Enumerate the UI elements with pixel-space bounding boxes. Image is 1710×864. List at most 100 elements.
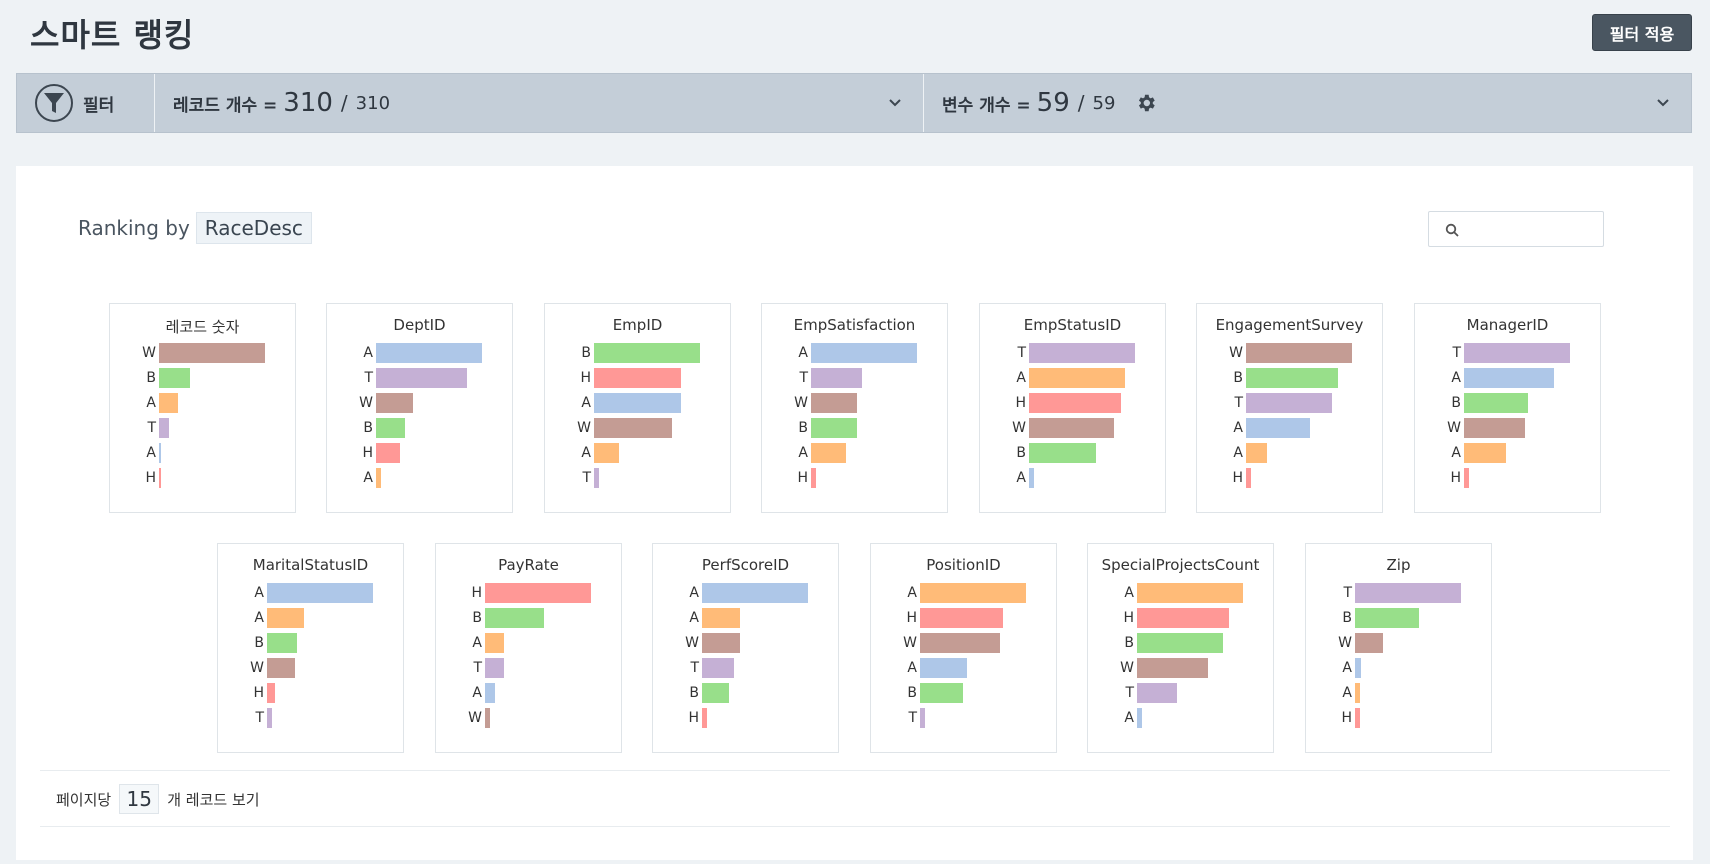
- ranking-card[interactable]: PositionID A H W A B T: [870, 543, 1057, 753]
- bar-label: B: [1233, 370, 1243, 386]
- ranking-card[interactable]: EmpSatisfaction A T W B A H: [761, 303, 948, 513]
- search-input[interactable]: [1428, 211, 1604, 247]
- bar: [485, 608, 544, 628]
- gear-icon[interactable]: [1135, 92, 1157, 114]
- bar-row: A: [110, 392, 295, 414]
- card-title: Zip: [1386, 556, 1411, 574]
- bar-row: A: [436, 682, 621, 704]
- bar: [1029, 368, 1125, 388]
- chevron-down-icon[interactable]: [1655, 94, 1671, 114]
- bar-row: H: [1088, 607, 1273, 629]
- ranking-header: Ranking by RaceDesc: [78, 212, 312, 244]
- bar-row: T: [545, 467, 730, 489]
- ranking-card[interactable]: PerfScoreID A A W T B H: [652, 543, 839, 753]
- bar: [811, 343, 917, 363]
- bar: [1355, 583, 1461, 603]
- bar-label: T: [473, 660, 482, 676]
- bar-label: T: [1125, 685, 1134, 701]
- bar-row: A: [653, 582, 838, 604]
- bar-label: A: [798, 345, 808, 361]
- bar-row: A: [1197, 417, 1382, 439]
- bar-row: H: [436, 582, 621, 604]
- ranking-card[interactable]: DeptID A T W B H A: [326, 303, 513, 513]
- ranking-variable[interactable]: RaceDesc: [195, 212, 312, 244]
- card-title: PositionID: [926, 556, 1001, 574]
- bar: [1464, 418, 1525, 438]
- ranking-card[interactable]: ManagerID T A B W A H: [1414, 303, 1601, 513]
- bar: [485, 633, 504, 653]
- bar-label: W: [359, 395, 373, 411]
- bar: [702, 608, 740, 628]
- bar: [594, 468, 599, 488]
- bar-label: B: [363, 420, 373, 436]
- ranking-card[interactable]: 레코드 숫자 W B A T A H: [109, 303, 296, 513]
- bar-row: W: [218, 657, 403, 679]
- bar-label: A: [472, 685, 482, 701]
- bar-row: T: [218, 707, 403, 729]
- ranking-card[interactable]: MaritalStatusID A A B W H T: [217, 543, 404, 753]
- bar-row: W: [871, 632, 1056, 654]
- bar-row: W: [545, 417, 730, 439]
- ranking-card[interactable]: PayRate H B A T A W: [435, 543, 622, 753]
- bar: [1246, 468, 1251, 488]
- apply-filter-button[interactable]: 필터 적용: [1592, 14, 1692, 51]
- bar-row: A: [545, 442, 730, 464]
- bar: [1029, 468, 1034, 488]
- bar: [1246, 343, 1352, 363]
- bar-row: A: [762, 342, 947, 364]
- bar-row: A: [871, 582, 1056, 604]
- bar-label: T: [1234, 395, 1243, 411]
- ranking-card[interactable]: EngagementSurvey W B T A A H: [1196, 303, 1383, 513]
- bar-label: W: [1229, 345, 1243, 361]
- bar-row: W: [653, 632, 838, 654]
- bar: [920, 583, 1026, 603]
- bar-row: B: [218, 632, 403, 654]
- bar-label: A: [1451, 370, 1461, 386]
- bar: [1246, 393, 1332, 413]
- card-title: DeptID: [393, 316, 446, 334]
- variable-count-separator: /: [1077, 91, 1085, 115]
- ranking-card[interactable]: EmpID B H A W A T: [544, 303, 731, 513]
- bar: [811, 368, 862, 388]
- bar-row: T: [436, 657, 621, 679]
- chevron-down-icon[interactable]: [887, 94, 903, 114]
- filter-bar: 필터 레코드 개수 = 310 / 310 변수 개수 = 59 / 59: [16, 73, 1692, 133]
- bar: [1029, 393, 1121, 413]
- ranking-card[interactable]: SpecialProjectsCount A H B W T A: [1087, 543, 1274, 753]
- bar: [811, 468, 816, 488]
- variable-count-label: 변수 개수 =: [942, 95, 1031, 116]
- bar-label: W: [577, 420, 591, 436]
- bar-label: W: [1447, 420, 1461, 436]
- ranking-card[interactable]: Zip T B W A A H: [1305, 543, 1492, 753]
- bar-row: H: [762, 467, 947, 489]
- bar-row: T: [1415, 342, 1600, 364]
- bar: [811, 418, 857, 438]
- funnel-icon: [35, 84, 73, 122]
- bar-label: A: [581, 445, 591, 461]
- bar-label: H: [1015, 395, 1026, 411]
- bar-row: A: [1415, 367, 1600, 389]
- bar-row: W: [1306, 632, 1491, 654]
- search-icon: [1445, 222, 1459, 241]
- bar-label: W: [468, 710, 482, 726]
- records-per-page-input[interactable]: 15: [119, 784, 160, 814]
- bar-row: H: [653, 707, 838, 729]
- bar-label: T: [908, 710, 917, 726]
- bar-label: A: [1233, 445, 1243, 461]
- bar-label: B: [1451, 395, 1461, 411]
- bar: [159, 343, 265, 363]
- record-count-dropdown[interactable]: 레코드 개수 = 310 / 310: [155, 74, 924, 132]
- bar-label: H: [1232, 470, 1243, 486]
- bar-row: B: [1415, 392, 1600, 414]
- ranking-card[interactable]: EmpStatusID T A H W B A: [979, 303, 1166, 513]
- bar: [702, 708, 707, 728]
- bar-label: A: [1016, 370, 1026, 386]
- bar-row: B: [327, 417, 512, 439]
- variable-count-dropdown[interactable]: 변수 개수 = 59 / 59: [924, 74, 1691, 132]
- bar-label: W: [1338, 635, 1352, 651]
- bar-label: H: [362, 445, 373, 461]
- card-title: EmpSatisfaction: [793, 316, 916, 334]
- card-title: EngagementSurvey: [1215, 316, 1364, 334]
- bar: [1137, 658, 1208, 678]
- filter-toggle[interactable]: 필터: [17, 74, 155, 132]
